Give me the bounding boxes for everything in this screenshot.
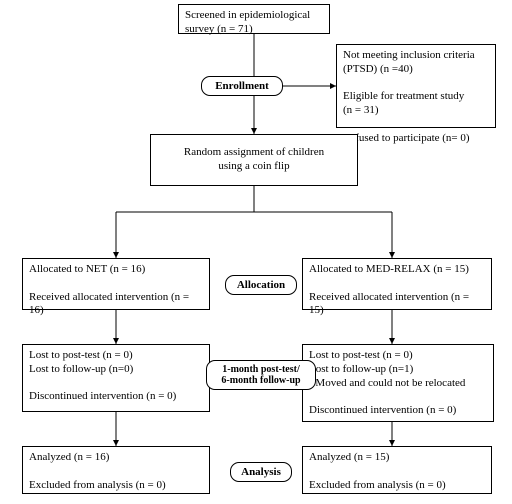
fu-left-box: Lost to post-test (n = 0)Lost to follow-… bbox=[22, 344, 210, 412]
alloc-right-text: Allocated to MED-RELAX (n = 15) Received… bbox=[309, 263, 469, 316]
followup-label: 1-month post-test/6-month follow-up bbox=[206, 360, 316, 390]
fu-right-box: Lost to post-test (n = 0)Lost to follow-… bbox=[302, 344, 494, 422]
allocation-text: Allocation bbox=[237, 279, 285, 291]
random-text: Random assignment of childrenusing a coi… bbox=[184, 146, 324, 174]
fu-right-text: Lost to post-test (n = 0)Lost to follow-… bbox=[309, 349, 465, 416]
excluded-box: Not meeting inclusion criteria(PTSD) (n … bbox=[336, 44, 496, 128]
enrollment-text: Enrollment bbox=[215, 80, 269, 92]
alloc-left-box: Allocated to NET (n = 16) Received alloc… bbox=[22, 258, 210, 310]
random-box: Random assignment of childrenusing a coi… bbox=[150, 134, 358, 186]
enrollment-label: Enrollment bbox=[201, 76, 283, 96]
fu-left-text: Lost to post-test (n = 0)Lost to follow-… bbox=[29, 349, 176, 402]
analysis-text: Analysis bbox=[241, 466, 281, 478]
ana-left-box: Analyzed (n = 16) Excluded from analysis… bbox=[22, 446, 210, 494]
excluded-text: Not meeting inclusion criteria(PTSD) (n … bbox=[343, 49, 475, 144]
ana-left-text: Analyzed (n = 16) Excluded from analysis… bbox=[29, 451, 166, 491]
followup-text: 1-month post-test/6-month follow-up bbox=[221, 364, 300, 386]
alloc-right-box: Allocated to MED-RELAX (n = 15) Received… bbox=[302, 258, 492, 310]
screened-text: Screened in epidemiologicalsurvey (n = 7… bbox=[185, 9, 310, 35]
analysis-label: Analysis bbox=[230, 462, 292, 482]
alloc-left-text: Allocated to NET (n = 16) Received alloc… bbox=[29, 263, 189, 316]
screened-box: Screened in epidemiologicalsurvey (n = 7… bbox=[178, 4, 330, 34]
ana-right-text: Analyzed (n = 15) Excluded from analysis… bbox=[309, 451, 446, 491]
ana-right-box: Analyzed (n = 15) Excluded from analysis… bbox=[302, 446, 492, 494]
allocation-label: Allocation bbox=[225, 275, 297, 295]
